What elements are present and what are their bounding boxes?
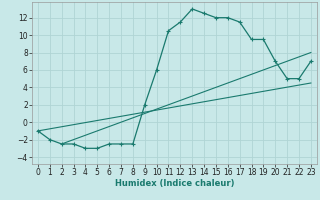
X-axis label: Humidex (Indice chaleur): Humidex (Indice chaleur)	[115, 179, 234, 188]
